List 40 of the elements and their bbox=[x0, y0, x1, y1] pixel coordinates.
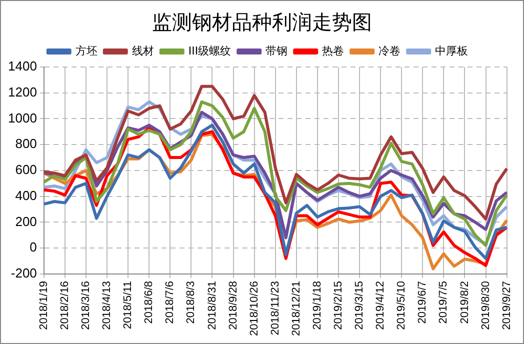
legend-label: 冷卷 bbox=[378, 44, 401, 58]
x-tick-label: 2019/2/15 bbox=[332, 280, 345, 330]
y-tick-label: 1200 bbox=[8, 84, 37, 100]
x-tick-label: 2018/7/6 bbox=[164, 280, 176, 324]
x-tick-label: 2018/12/21 bbox=[290, 280, 302, 336]
x-tick-label: 2018/3/16 bbox=[80, 280, 92, 330]
legend-label: III级螺纹 bbox=[188, 44, 232, 58]
chart-title: 监测钢材品种利润走势图 bbox=[151, 9, 373, 36]
x-tick-label: 2019/6/7 bbox=[416, 280, 429, 324]
y-tick-label: -200 bbox=[10, 266, 37, 281]
x-tick-label: 2019/4/12 bbox=[374, 280, 387, 330]
legend-label: 线材 bbox=[132, 44, 154, 58]
x-tick-label: 2019/3/15 bbox=[354, 280, 366, 330]
legend-label: 中厚板 bbox=[435, 44, 468, 58]
y-tick-label: 200 bbox=[15, 214, 37, 229]
y-tick-label: 1400 bbox=[8, 58, 37, 74]
y-tick-label: 400 bbox=[15, 188, 37, 203]
y-tick-label: 600 bbox=[15, 162, 37, 178]
x-tick-label: 2019/8/30 bbox=[480, 280, 492, 330]
y-tick-label: 0 bbox=[30, 240, 37, 255]
x-tick-label: 2019/5/10 bbox=[396, 280, 408, 330]
x-tick-label: 2018/4/13 bbox=[101, 280, 114, 330]
x-tick-label: 2018/11/23 bbox=[269, 280, 282, 336]
x-tick-label: 2019/8/2 bbox=[458, 280, 471, 324]
legend-label: 热卷 bbox=[322, 44, 344, 58]
y-tick-label: 1000 bbox=[8, 110, 37, 126]
y-tick-label: 800 bbox=[15, 136, 37, 152]
x-tick-label: 2019/1/18 bbox=[311, 280, 324, 330]
x-tick-label: 2018/9/28 bbox=[227, 280, 240, 330]
x-tick-label: 2018/1/19 bbox=[38, 280, 50, 330]
legend-label: 带钢 bbox=[266, 44, 288, 58]
x-tick-label: 2019/7/5 bbox=[438, 280, 450, 324]
x-tick-label: 2019/9/27 bbox=[500, 280, 513, 330]
x-tick-label: 2018/10/26 bbox=[248, 280, 260, 336]
x-tick-label: 2018/6/8 bbox=[143, 280, 156, 324]
x-tick-label: 2018/8/3 bbox=[185, 280, 198, 324]
x-tick-label: 2018/5/11 bbox=[122, 280, 134, 330]
x-tick-label: 2018/8/31 bbox=[206, 280, 218, 330]
x-tick-label: 2018/2/16 bbox=[58, 280, 71, 330]
legend-label: 方坯 bbox=[75, 44, 98, 58]
